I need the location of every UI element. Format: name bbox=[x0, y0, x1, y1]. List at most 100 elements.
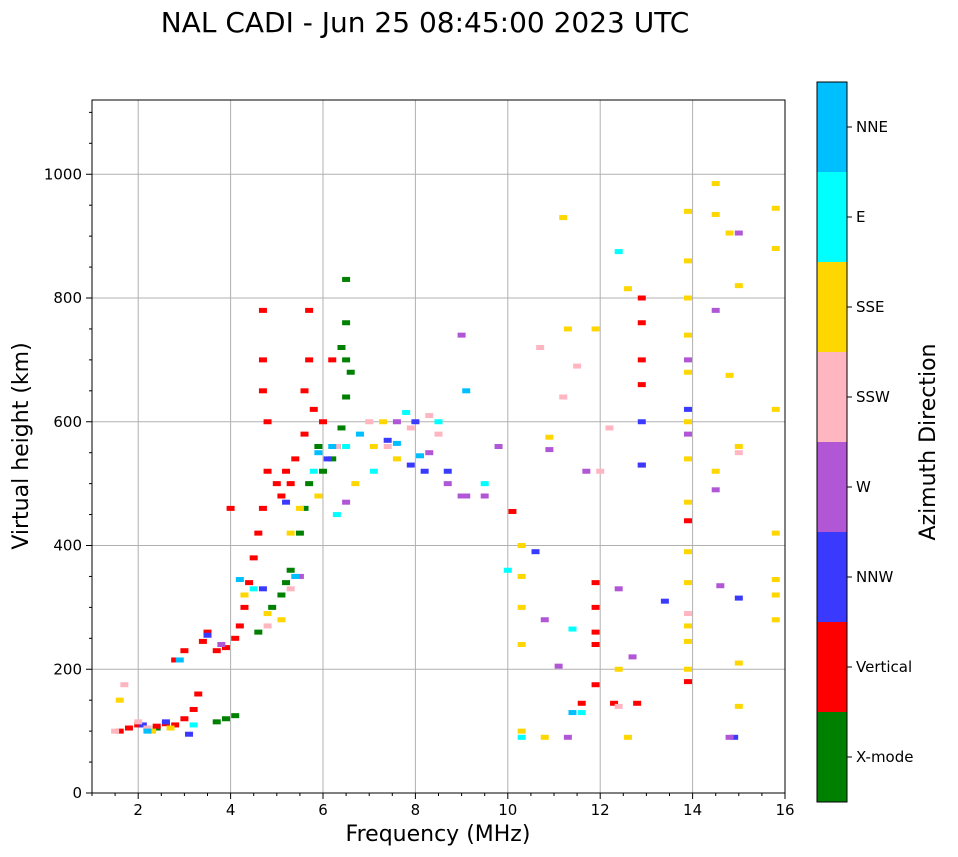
data-point bbox=[577, 710, 586, 716]
y-tick-label: 800 bbox=[53, 289, 82, 307]
data-point bbox=[480, 481, 489, 487]
data-point bbox=[683, 369, 692, 375]
data-point bbox=[734, 283, 743, 289]
data-point bbox=[286, 567, 295, 573]
data-point bbox=[683, 419, 692, 425]
data-point bbox=[263, 611, 272, 617]
data-point bbox=[734, 444, 743, 449]
data-point bbox=[633, 700, 642, 706]
data-point bbox=[258, 505, 267, 511]
data-point bbox=[545, 447, 554, 453]
data-point bbox=[235, 623, 244, 629]
colorbar-tick-label: SSW bbox=[856, 388, 890, 406]
data-point bbox=[328, 444, 337, 449]
data-point bbox=[623, 286, 632, 292]
data-point bbox=[342, 394, 351, 400]
data-point bbox=[734, 703, 743, 709]
x-tick-label: 14 bbox=[683, 801, 702, 819]
data-point bbox=[277, 617, 286, 623]
data-point bbox=[268, 604, 277, 610]
data-point bbox=[258, 357, 267, 363]
data-point bbox=[591, 604, 600, 610]
data-point bbox=[277, 592, 286, 598]
data-point bbox=[254, 629, 263, 635]
data-point bbox=[614, 666, 623, 672]
data-point bbox=[258, 586, 267, 592]
data-point bbox=[332, 512, 341, 518]
series-e bbox=[189, 249, 623, 740]
data-point bbox=[295, 505, 304, 511]
data-point bbox=[711, 468, 720, 474]
data-point bbox=[346, 369, 355, 375]
x-tick-label: 10 bbox=[498, 801, 517, 819]
data-point bbox=[282, 499, 291, 505]
colorbar-tick-label: X-mode bbox=[856, 748, 913, 766]
y-tick-label: 600 bbox=[53, 413, 82, 431]
data-point bbox=[517, 573, 526, 579]
series-nne bbox=[143, 388, 577, 734]
data-point bbox=[319, 419, 327, 425]
data-point bbox=[221, 716, 230, 722]
data-point bbox=[628, 654, 637, 660]
data-point bbox=[337, 345, 346, 350]
data-point bbox=[411, 419, 420, 425]
data-point bbox=[342, 357, 351, 363]
data-point bbox=[365, 419, 374, 425]
data-point bbox=[614, 703, 623, 709]
data-point bbox=[120, 682, 129, 688]
data-point bbox=[254, 530, 263, 536]
data-point bbox=[194, 691, 203, 697]
data-point bbox=[559, 215, 568, 221]
data-point bbox=[434, 431, 443, 437]
data-point bbox=[637, 462, 646, 468]
data-point bbox=[134, 722, 143, 728]
data-point bbox=[683, 679, 692, 685]
data-point bbox=[683, 638, 692, 644]
colorbar-swatch bbox=[817, 622, 847, 712]
data-point bbox=[683, 666, 692, 672]
data-point bbox=[221, 645, 230, 651]
data-point bbox=[337, 425, 346, 431]
colorbar-tick-label: W bbox=[856, 478, 871, 496]
data-point bbox=[342, 320, 351, 326]
data-point bbox=[637, 320, 646, 326]
data-point bbox=[328, 357, 337, 363]
colorbar-frame bbox=[816, 81, 848, 803]
data-point bbox=[314, 493, 323, 499]
data-point bbox=[683, 208, 692, 214]
data-point bbox=[355, 431, 364, 437]
data-point bbox=[503, 567, 512, 573]
data-point bbox=[286, 481, 295, 487]
data-point bbox=[573, 363, 582, 369]
data-point bbox=[683, 456, 692, 462]
data-point bbox=[175, 657, 184, 663]
data-point bbox=[392, 456, 401, 462]
data-point bbox=[563, 326, 572, 332]
data-point bbox=[392, 440, 401, 446]
data-point bbox=[637, 295, 646, 301]
data-point bbox=[277, 493, 286, 499]
data-point bbox=[286, 530, 295, 536]
data-point bbox=[282, 580, 291, 586]
data-point bbox=[171, 722, 180, 728]
data-point bbox=[683, 518, 692, 524]
data-point bbox=[563, 734, 572, 740]
data-point bbox=[683, 499, 692, 505]
data-point bbox=[614, 586, 623, 592]
data-point bbox=[309, 406, 318, 412]
data-point bbox=[637, 419, 646, 425]
data-point bbox=[545, 434, 554, 440]
data-point bbox=[212, 719, 221, 725]
data-point bbox=[734, 595, 743, 601]
data-point bbox=[328, 456, 337, 462]
data-point bbox=[305, 481, 314, 487]
data-point bbox=[457, 332, 466, 338]
colorbar-swatch bbox=[817, 172, 847, 262]
data-point bbox=[725, 734, 734, 740]
series-x-mode bbox=[152, 276, 355, 731]
data-point bbox=[614, 249, 623, 255]
data-point bbox=[577, 700, 586, 706]
data-point bbox=[249, 555, 258, 561]
data-point bbox=[217, 642, 226, 647]
